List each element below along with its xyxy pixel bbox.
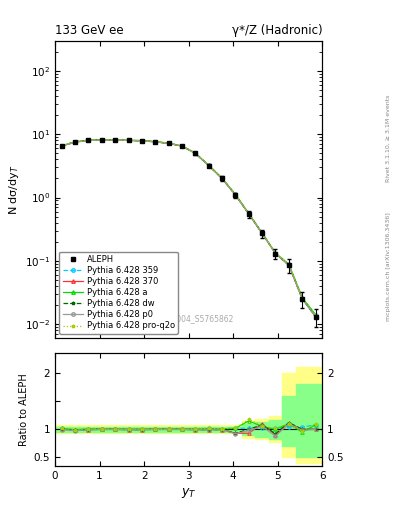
Legend: ALEPH, Pythia 6.428 359, Pythia 6.428 370, Pythia 6.428 a, Pythia 6.428 dw, Pyth: ALEPH, Pythia 6.428 359, Pythia 6.428 37… [59, 251, 178, 334]
Y-axis label: N dσ/dy$_T$: N dσ/dy$_T$ [7, 164, 20, 215]
Text: mcplots.cern.ch [arXiv:1306.3436]: mcplots.cern.ch [arXiv:1306.3436] [386, 212, 391, 321]
Text: Rivet 3.1.10, ≥ 3.1M events: Rivet 3.1.10, ≥ 3.1M events [386, 95, 391, 182]
Text: ALEPH_2004_S5765862: ALEPH_2004_S5765862 [143, 314, 234, 323]
X-axis label: $y_T$: $y_T$ [181, 486, 196, 500]
Text: 133 GeV ee: 133 GeV ee [55, 24, 124, 36]
Text: γ*/Z (Hadronic): γ*/Z (Hadronic) [231, 24, 322, 36]
Y-axis label: Ratio to ALEPH: Ratio to ALEPH [20, 373, 29, 446]
